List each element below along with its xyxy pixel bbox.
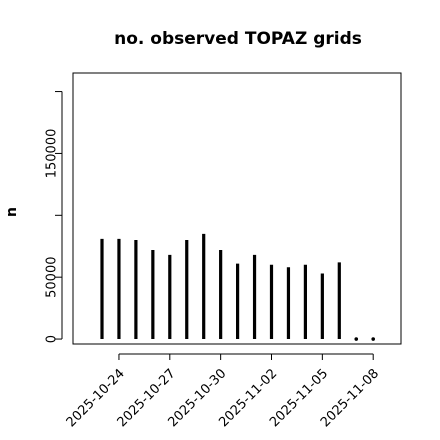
bar — [371, 337, 376, 341]
bar — [354, 337, 359, 341]
y-axis-label: n — [4, 207, 20, 217]
plot-frame — [72, 72, 402, 345]
x-axis: 2025-10-242025-10-272025-10-302025-11-02… — [64, 353, 382, 430]
chart-title: no. observed TOPAZ grids — [114, 29, 362, 49]
y-axis: 0 50000 150000 — [45, 91, 63, 343]
y-tick-label: 50000 — [45, 256, 60, 297]
bars-group — [100, 233, 376, 341]
y-tick-label: 150000 — [45, 129, 60, 179]
y-tick-label: 0 — [45, 335, 60, 343]
